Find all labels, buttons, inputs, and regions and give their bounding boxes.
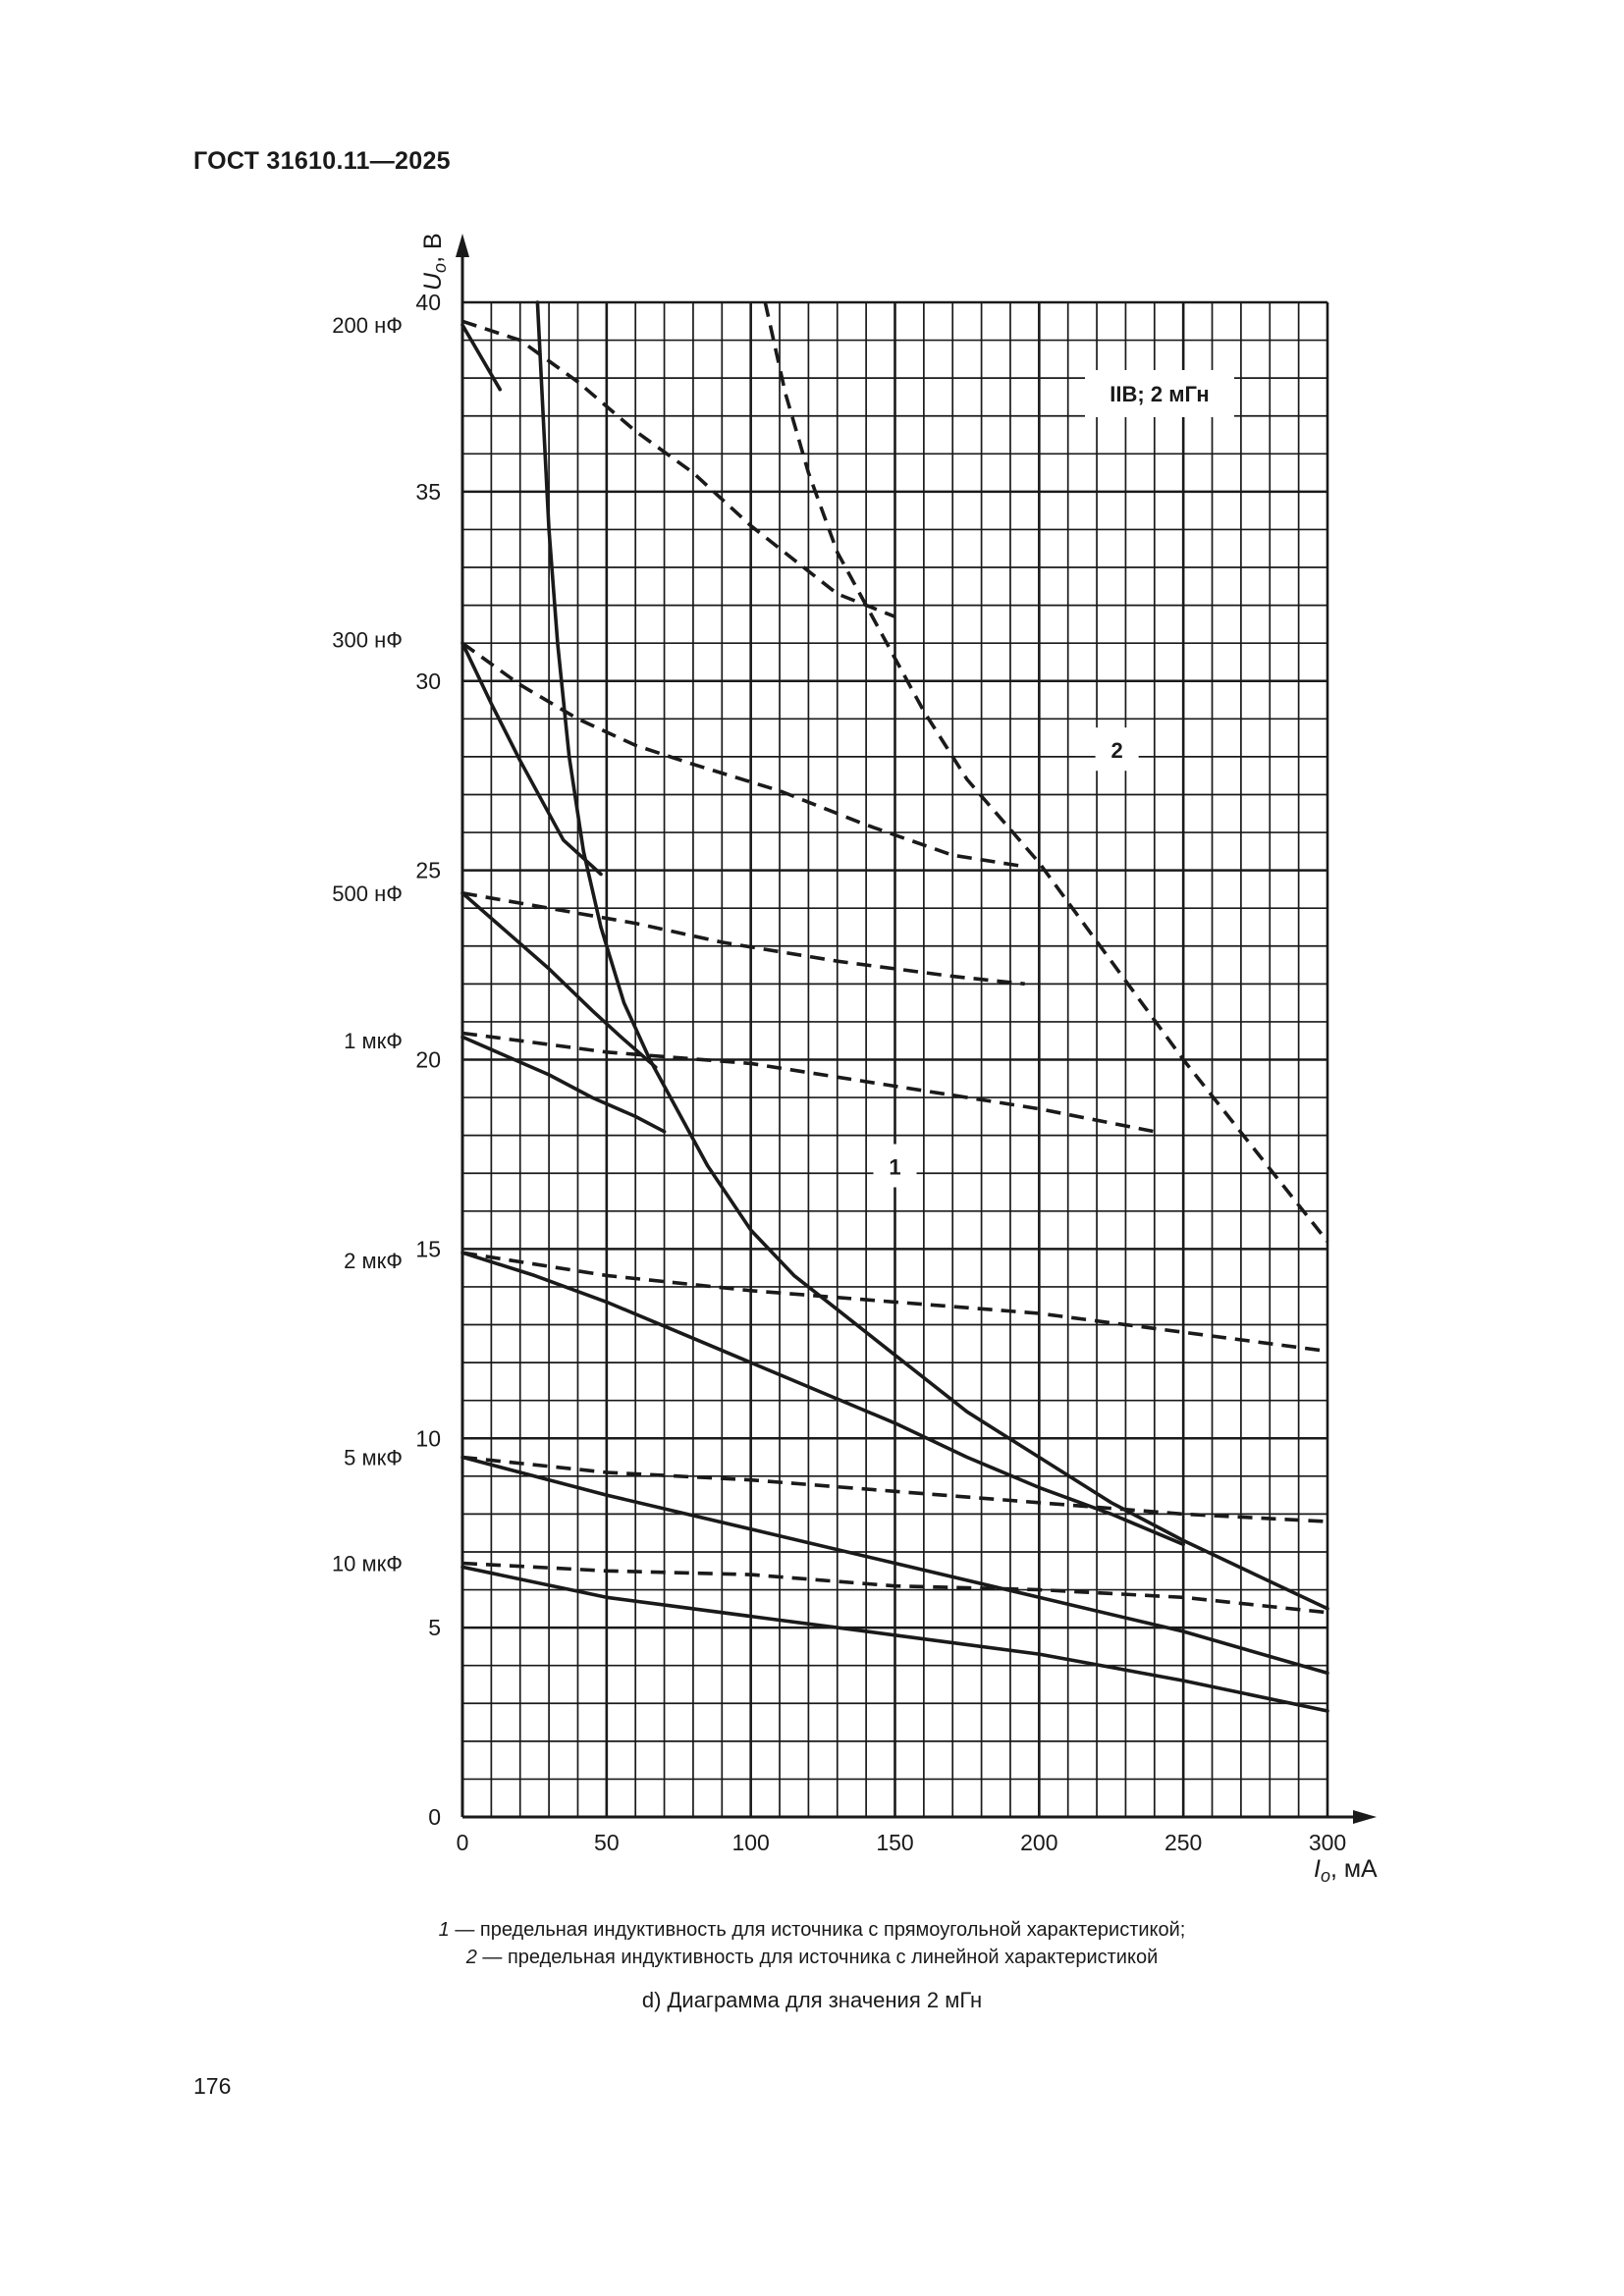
dashed-curve xyxy=(461,1031,1156,1134)
x-tick-label: 200 xyxy=(1020,1830,1057,1855)
curve-label-background xyxy=(1095,727,1139,772)
capacitance-labels: 200 нФ 300 нФ 500 нФ 1 мкФ 2 мкФ 5 мкФ 10 мкФ xyxy=(332,313,403,1575)
y-tick-label: 15 xyxy=(415,1236,441,1261)
y-tick-label: 25 xyxy=(415,858,441,883)
solid-curve xyxy=(460,323,502,392)
legend-text-2: — предельная индуктивность для источника… xyxy=(476,1947,1159,1968)
x-axis-symbol: I xyxy=(1314,1855,1321,1883)
x-axis-arrow xyxy=(1353,1810,1377,1824)
chart-curves xyxy=(460,300,1329,1713)
solid-curve xyxy=(460,891,658,1069)
y-tick-label: 0 xyxy=(428,1804,441,1830)
x-axis-unit: , мА xyxy=(1330,1855,1378,1883)
dashed-curve xyxy=(460,641,1025,869)
dashed-curve xyxy=(461,891,1025,987)
x-tick-label: 100 xyxy=(731,1830,769,1855)
y-tick-label: 5 xyxy=(428,1615,441,1640)
solid-curve xyxy=(460,1035,667,1134)
x-tick-label: 50 xyxy=(594,1830,620,1855)
dashed-curve xyxy=(763,301,1329,1243)
y-tick-label: 20 xyxy=(415,1047,441,1073)
y-axis-title: Uo, В xyxy=(419,233,450,291)
solid-curve xyxy=(535,300,1329,1611)
y-tick-label: 35 xyxy=(415,479,441,505)
legend-text-1: — предельная индуктивность для источника… xyxy=(449,1919,1186,1941)
x-tick-label: 0 xyxy=(457,1830,469,1855)
x-tick-label: 300 xyxy=(1309,1830,1346,1855)
capacitance-label: 300 нФ xyxy=(332,627,403,652)
dashed-curve xyxy=(461,1561,1328,1615)
capacitance-label: 2 мкФ xyxy=(344,1249,403,1273)
y-tick-label: 10 xyxy=(415,1425,441,1451)
legend-item-2: 2 — предельная индуктивность для источни… xyxy=(0,1947,1624,1969)
solid-curve xyxy=(460,1455,1329,1676)
box-label-background xyxy=(1085,370,1234,417)
x-tick-label: 150 xyxy=(876,1830,913,1855)
curve-label: 2 xyxy=(1110,738,1122,763)
tick-labels: 0 50 100 150 200 250 300 0 5 10 15 20 25 30 35 40 xyxy=(415,290,1346,1855)
box-label: IIB; 2 мГн xyxy=(1110,382,1209,406)
legend-number-2: 2 xyxy=(465,1947,477,1968)
y-axis-arrow xyxy=(456,234,469,257)
figure-caption: d) Диаграмма для значения 2 мГн xyxy=(641,1988,983,2012)
dashed-curve xyxy=(461,1455,1328,1523)
y-axis-subscript: o xyxy=(430,263,450,273)
curve-label: 1 xyxy=(889,1155,900,1180)
solid-curve xyxy=(460,1251,1185,1547)
chart-axes: Uo, ВIo, мА xyxy=(419,233,1378,1886)
capacitance-label: 1 мкФ xyxy=(344,1029,403,1053)
x-tick-label: 250 xyxy=(1164,1830,1202,1855)
y-tick-label: 30 xyxy=(415,668,441,694)
curve-label-background xyxy=(873,1144,917,1188)
chart-annotations: IIB; 2 мГн 1 2 xyxy=(873,370,1234,1188)
capacitance-label: 500 нФ xyxy=(332,881,403,906)
capacitance-label: 200 нФ xyxy=(332,313,403,338)
y-axis-unit: , В xyxy=(419,233,447,263)
document-header: ГОСТ 31610.11—2025 xyxy=(193,147,451,175)
capacitance-label: 10 мкФ xyxy=(332,1552,403,1576)
dashed-curve xyxy=(461,319,896,618)
dashed-curve xyxy=(461,1251,1328,1354)
solid-curve xyxy=(460,1565,1329,1713)
solid-curve xyxy=(460,641,603,877)
chart-grid xyxy=(460,300,1329,1819)
y-tick-label: 40 xyxy=(415,290,441,315)
y-axis-symbol: U xyxy=(419,272,447,291)
page-number: 176 xyxy=(193,2073,232,2099)
x-axis-title: Io, мА xyxy=(1314,1855,1378,1886)
legend-item-1: 1 — предельная индуктивность для источни… xyxy=(0,1919,1624,1942)
capacitance-label: 5 мкФ xyxy=(344,1446,403,1470)
x-axis-subscript: o xyxy=(1321,1866,1330,1886)
legend-number-1: 1 xyxy=(438,1919,450,1941)
